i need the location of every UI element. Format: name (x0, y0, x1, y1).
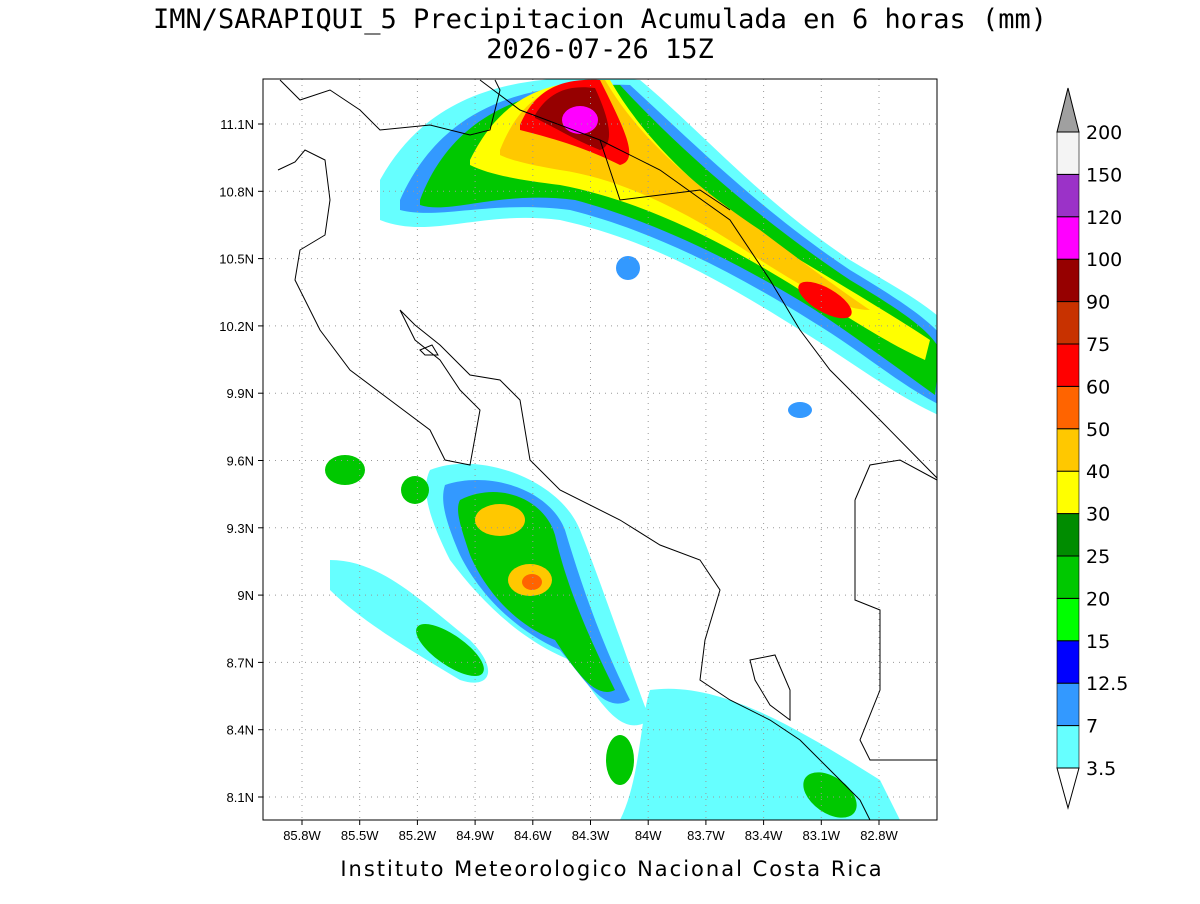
colorbar-band (1056, 428, 1080, 472)
colorbar: 3.5 7 12.5 15 20 25 30 40 50 60 75 90 100 120 150 200 (1056, 87, 1128, 810)
lat-label: 10.2N (219, 319, 254, 334)
colorbar-band (1056, 343, 1080, 387)
colorbar-label: 30 (1086, 504, 1110, 526)
colorbar-label: 50 (1086, 419, 1110, 441)
colorbar-label: 150 (1086, 164, 1122, 186)
lat-label: 10.5N (219, 252, 254, 267)
colorbar-label: 40 (1086, 461, 1110, 483)
subtitle: 2026-07-26 15Z (486, 34, 714, 65)
colorbar-band (1056, 470, 1080, 514)
colorbar-label: 75 (1086, 334, 1110, 356)
colorbar-band (1056, 386, 1080, 430)
colorbar-label: 100 (1086, 249, 1122, 271)
lon-label: 83.7W (687, 828, 725, 843)
colorbar-label: 15 (1086, 631, 1110, 653)
lon-label: 85.2W (399, 828, 437, 843)
colorbar-label: 60 (1086, 376, 1110, 398)
colorbar-below (1056, 767, 1080, 810)
coastlines (277, 79, 937, 820)
colorbar-label: 3.5 (1086, 758, 1116, 780)
colorbar-label: 7 (1086, 716, 1098, 738)
colorbar-label: 200 (1086, 122, 1122, 144)
colorbar-band (1056, 513, 1080, 557)
lat-label: 9.6N (227, 454, 254, 469)
colorbar-label: 12.5 (1086, 673, 1128, 695)
colorbar-band (1056, 682, 1080, 726)
colorbar-band (1056, 216, 1080, 260)
lon-label: 82.8W (860, 828, 898, 843)
lon-label: 83.1W (803, 828, 841, 843)
lat-label: 9N (237, 588, 254, 603)
lat-label: 11.1N (220, 117, 254, 132)
lat-label: 9.3N (227, 521, 254, 536)
lon-label: 84.6W (514, 828, 552, 843)
colorbar-label: 120 (1086, 207, 1122, 229)
colorbar-band (1056, 301, 1080, 345)
lat-label: 10.8N (219, 184, 254, 199)
graticule: 11.1N 10.8N 10.5N 10.2N 9.9N 9.6N 9.3N 9N 8.7N 8.… (219, 79, 937, 843)
lat-label: 9.9N (227, 386, 254, 401)
colorbar-label: 20 (1086, 588, 1110, 610)
lon-label: 84.3W (572, 828, 610, 843)
lat-label: 8.7N (227, 655, 254, 670)
map-frame (262, 78, 938, 821)
lon-label: 85.8W (283, 828, 321, 843)
footer: Instituto Meteorologico Nacional Costa R… (340, 857, 883, 881)
lon-label: 85.5W (341, 828, 379, 843)
precip-field (325, 79, 937, 820)
colorbar-band (1056, 131, 1080, 175)
colorbar-band (1056, 555, 1080, 599)
colorbar-band (1056, 258, 1080, 302)
colorbar-above (1056, 87, 1080, 133)
colorbar-band (1056, 725, 1080, 769)
colorbar-label: 90 (1086, 292, 1110, 314)
lon-label: 84.9W (456, 828, 494, 843)
colorbar-band (1056, 640, 1080, 684)
lat-label: 8.1N (227, 790, 254, 805)
lat-label: 8.4N (227, 723, 254, 738)
colorbar-band (1056, 598, 1080, 642)
colorbar-band (1056, 174, 1080, 218)
lon-label: 83.4W (745, 828, 783, 843)
colorbar-label: 25 (1086, 546, 1110, 568)
lon-label: 84W (635, 828, 662, 843)
title: IMN/SARAPIQUI_5 Precipitacion Acumulada … (153, 4, 1047, 35)
